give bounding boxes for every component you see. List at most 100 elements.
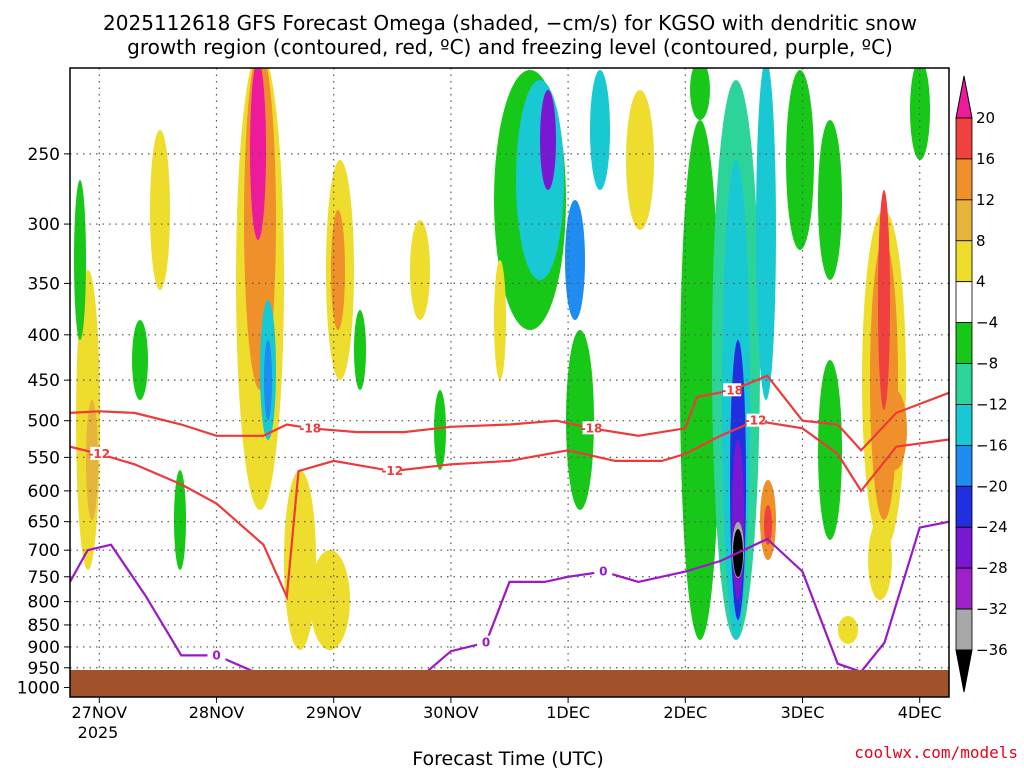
colorbar-tick-label: 12	[976, 191, 995, 209]
colorbar-tick-label: −16	[976, 436, 1008, 454]
contour-label-background	[301, 421, 320, 435]
y-tick-label: 700	[28, 541, 60, 561]
contour-label-background	[594, 564, 613, 578]
grid	[70, 68, 949, 697]
omega-area-magenta	[250, 68, 266, 240]
x-tick-label: 2DEC	[663, 703, 707, 722]
contour-label-background	[477, 635, 496, 649]
x-axis: 27NOV 28NOV 29NOV 30NOV 1DEC 2DEC 3DEC 4DEC	[72, 697, 942, 722]
omega-area-yellow	[310, 550, 350, 650]
y-tick-label: 900	[28, 638, 60, 658]
contour-label-background	[582, 421, 601, 435]
omega-area-purple	[540, 90, 556, 190]
contour-label-background	[207, 648, 226, 662]
omega-area-green	[680, 120, 720, 640]
contour-label: -18	[581, 421, 603, 435]
omega-area-yellow	[410, 220, 430, 320]
contour-label: -12	[88, 447, 110, 461]
colorbar-band	[955, 117, 973, 160]
omega-area-orange	[331, 210, 345, 330]
y-tick-label: 1000	[17, 678, 60, 698]
y-tick-label: 950	[28, 659, 60, 679]
contour-label-background	[746, 413, 765, 427]
contour-line-dgz-minus18	[70, 374, 949, 452]
y-tick-label: 800	[28, 593, 60, 613]
y-tick-label: 450	[28, 371, 60, 391]
x-axis-year-label: 2025	[78, 723, 119, 742]
omega-shading	[74, 68, 930, 650]
omega-area-blue	[565, 200, 585, 320]
omega-area-yellow	[284, 470, 316, 650]
chart-title-line-2: growth region (contoured, red, ºC) and f…	[127, 35, 893, 59]
contour-label: 0	[482, 636, 490, 650]
y-tick-label: 350	[28, 274, 60, 294]
y-tick-label: 650	[28, 513, 60, 533]
colorbar-band	[955, 526, 973, 569]
omega-area-yellow	[150, 130, 170, 290]
plot-area: -18 -18 -18 -12 -12 -12 0 0 0	[69, 67, 950, 698]
omega-area-red	[764, 505, 772, 545]
colorbar-band	[955, 444, 973, 487]
x-tick-label: 28NOV	[189, 703, 245, 722]
colorbar-tick-label: −28	[976, 559, 1008, 577]
omega-area-green	[434, 390, 446, 470]
x-tick-label: 29NOV	[306, 703, 362, 722]
colorbar-band	[955, 608, 973, 651]
contour-label: 0	[599, 565, 607, 579]
omega-area-yellow	[868, 520, 892, 600]
contour-label: -18	[299, 421, 321, 435]
omega-area-cyan	[756, 68, 776, 400]
x-tick-label: 4DEC	[898, 703, 942, 722]
y-tick-label: 250	[28, 145, 60, 165]
colorbar-tick-label: −36	[976, 641, 1008, 659]
omega-area-cyan	[590, 70, 610, 190]
omega-area-blue	[264, 340, 272, 420]
y-tick-label: 850	[28, 616, 60, 636]
colorbar-band	[955, 567, 973, 610]
colorbar-band	[955, 485, 973, 528]
omega-area-green	[174, 470, 186, 570]
y-tick-label: 300	[28, 215, 60, 235]
contour-label-background	[90, 446, 109, 460]
omega-area-orange	[86, 400, 98, 520]
y-axis: 2503003504004505005506006507007508008509…	[17, 145, 70, 698]
plot-frame	[69, 67, 950, 698]
colorbar-tick-label: −24	[976, 518, 1008, 536]
omega-area-cyan	[516, 80, 564, 280]
omega-area-red	[878, 190, 890, 410]
omega-area-green	[132, 320, 148, 400]
colorbar-tick-label: 8	[976, 232, 986, 250]
colorbar-tick-label: −4	[976, 314, 998, 332]
ground-surface	[70, 670, 949, 697]
colorbar-bottom-arrow	[955, 649, 973, 693]
omega-area-yellow	[838, 616, 858, 644]
y-tick-label: 600	[28, 482, 60, 502]
colorbar-tick-label: −32	[976, 600, 1008, 618]
credit-text: coolwx.com/models	[854, 743, 1018, 762]
x-tick-label: 1DEC	[546, 703, 590, 722]
chart-title-line-1: 2025112618 GFS Forecast Omega (shaded, −…	[103, 11, 917, 35]
colorbar-band	[955, 322, 973, 364]
omega-area-green	[566, 330, 594, 510]
colorbar-band	[955, 281, 973, 324]
y-tick-label: 500	[28, 412, 60, 432]
omega-area-green	[354, 310, 366, 390]
omega-area-green	[818, 120, 842, 280]
y-tick-label: 750	[28, 568, 60, 588]
colorbar-band	[955, 404, 973, 446]
omega-area-yellow	[626, 90, 654, 230]
contour-line-dgz-minus12	[70, 419, 949, 602]
x-axis-title: Forecast Time (UTC)	[412, 748, 603, 768]
colorbar-tick-label: 16	[976, 150, 995, 168]
contour-label-background	[723, 383, 742, 397]
omega-area-green	[818, 360, 842, 540]
colorbar-band	[955, 363, 973, 405]
colorbar-band	[955, 199, 973, 242]
colorbar-top-arrow	[955, 75, 973, 119]
omega-area-green	[690, 68, 710, 120]
contour-label: -12	[745, 414, 767, 428]
contours: -18 -18 -18 -12 -12 -12 0 0 0	[70, 374, 949, 693]
contour-label: 0	[212, 648, 220, 662]
x-tick-label: 3DEC	[781, 703, 825, 722]
